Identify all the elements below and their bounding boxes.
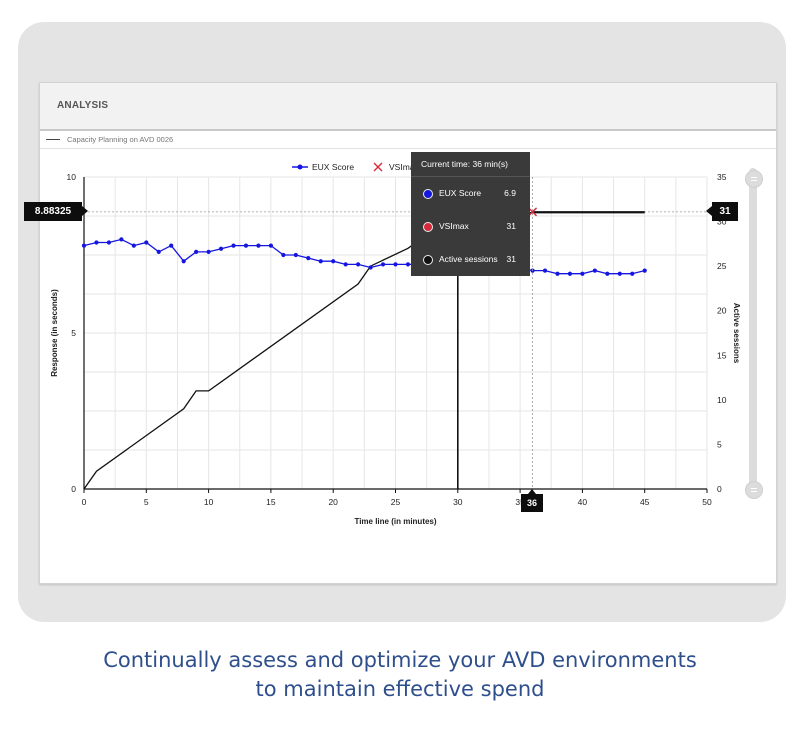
x-tick-label: 20 [328, 497, 338, 507]
eux-score-point [555, 271, 560, 276]
eux-score-point [119, 237, 124, 242]
x-tick-label: 15 [266, 497, 276, 507]
eux-score-line [83, 238, 645, 275]
x-axis-title: Time line (in minutes) [354, 517, 436, 526]
panel-title: ANALYSIS [57, 100, 109, 111]
eux-score-point [617, 271, 622, 276]
eux-score-point [156, 249, 161, 254]
eux-score-point [368, 265, 373, 270]
caption-line-1: Continually assess and optimize your AVD… [103, 648, 697, 672]
x-tick-label: 50 [702, 497, 712, 507]
range-slider-bottom-handle[interactable] [745, 481, 763, 499]
tooltip-label: Active sessions [439, 254, 498, 264]
tooltip-label: VSImax [439, 221, 469, 231]
legend-line-icon [46, 139, 60, 140]
eux-score-point [542, 268, 548, 273]
eux-score-point [380, 262, 386, 267]
y-axis-title: Response (in seconds) [50, 289, 59, 377]
y2-tick-label: 5 [717, 439, 722, 449]
eux-score-point [144, 240, 149, 245]
eux-score-point [567, 271, 573, 276]
x-tick-label: 0 [82, 497, 87, 507]
eux-score-point [605, 271, 610, 276]
sessions-crosshair-label: 31 [706, 202, 738, 221]
y2-tick-label: 15 [717, 350, 727, 360]
eux-score-point [642, 268, 647, 273]
caption-line-2: to maintain effective spend [255, 677, 545, 701]
chart-tooltip: Current time: 36 min(s) EUX Score 6.9 VS… [411, 152, 530, 276]
eux-score-point [393, 262, 398, 267]
tooltip-title: Current time: 36 min(s) [411, 152, 530, 177]
eux-score-point [318, 259, 323, 264]
eux-score-point [293, 252, 298, 258]
y2-tick-label: 30 [717, 217, 727, 227]
panel-header: ANALYSIS [40, 83, 776, 131]
legend-eux-marker [297, 164, 303, 170]
eux-score-point [580, 271, 585, 276]
tooltip-row-vsimax: VSImax 31 [411, 210, 530, 243]
tooltip-value: 6.9 [504, 188, 516, 198]
eux-score-point [194, 249, 199, 254]
eux-score-point [243, 243, 249, 248]
response-crosshair-label: 8.88325 [24, 202, 88, 221]
y2-tick-label: 20 [717, 306, 727, 316]
range-slider-top-handle[interactable] [745, 170, 763, 188]
x-tick-label: 35 [515, 497, 525, 507]
x-tick-label: 30 [453, 497, 463, 507]
x-tick-label: 5 [144, 497, 149, 507]
eux-score-point [592, 268, 597, 273]
legend-eux-label: EUX Score [312, 162, 354, 172]
eux-score-point [106, 240, 112, 245]
eux-score-point [281, 252, 286, 258]
x-tick-label: 45 [640, 497, 650, 507]
sessions-dot-icon [423, 255, 433, 265]
chart-subtitle-text: Capacity Planning on AVD 0026 [67, 135, 174, 144]
eux-score-point [181, 259, 186, 264]
y-tick-label: 5 [71, 328, 76, 338]
eux-score-point [306, 256, 311, 261]
eux-score-point [630, 271, 635, 276]
eux-score-point [94, 240, 99, 245]
y2-axis-title: Active sessions [732, 303, 741, 364]
tooltip-row-sessions: Active sessions 31 [411, 243, 530, 276]
tooltip-label: EUX Score [439, 188, 482, 198]
chart-subtitle: Capacity Planning on AVD 0026 [40, 132, 776, 149]
tooltip-row-eux: EUX Score 6.9 [411, 177, 530, 210]
eux-score-point [405, 262, 411, 267]
y2-tick-label: 25 [717, 261, 727, 271]
eux-score-point [131, 243, 136, 248]
x-tick-label: 40 [578, 497, 588, 507]
eux-score-point [268, 243, 273, 248]
tooltip-value: 31 [506, 221, 516, 231]
eux-score-point [356, 262, 361, 267]
y-tick-label: 10 [67, 172, 77, 182]
legend-vsimax-label: VSImax [389, 162, 420, 172]
legend-vsimax-icon [373, 162, 383, 172]
y-tick-label: 0 [71, 484, 76, 494]
tooltip-value: 31 [506, 254, 516, 264]
eux-score-point [169, 243, 174, 248]
y2-tick-label: 10 [717, 395, 727, 405]
eux-score-point [256, 243, 261, 248]
eux-score-point [343, 262, 348, 267]
x-tick-label: 10 [204, 497, 214, 507]
eux-score-point [231, 243, 236, 248]
eux-score-point [206, 249, 211, 254]
y2-tick-label: 35 [717, 172, 727, 182]
range-slider-track[interactable] [749, 168, 757, 494]
eux-score-point [331, 259, 336, 264]
y2-tick-label: 0 [717, 484, 722, 494]
vsimax-dot-icon [423, 222, 433, 232]
eux-score-point [81, 243, 87, 248]
time-crosshair-label: 36 [521, 489, 543, 512]
eux-score-point [218, 246, 224, 251]
eux-dot-icon [423, 189, 433, 199]
marketing-caption: Continually assess and optimize your AVD… [0, 646, 800, 704]
x-tick-label: 25 [391, 497, 401, 507]
